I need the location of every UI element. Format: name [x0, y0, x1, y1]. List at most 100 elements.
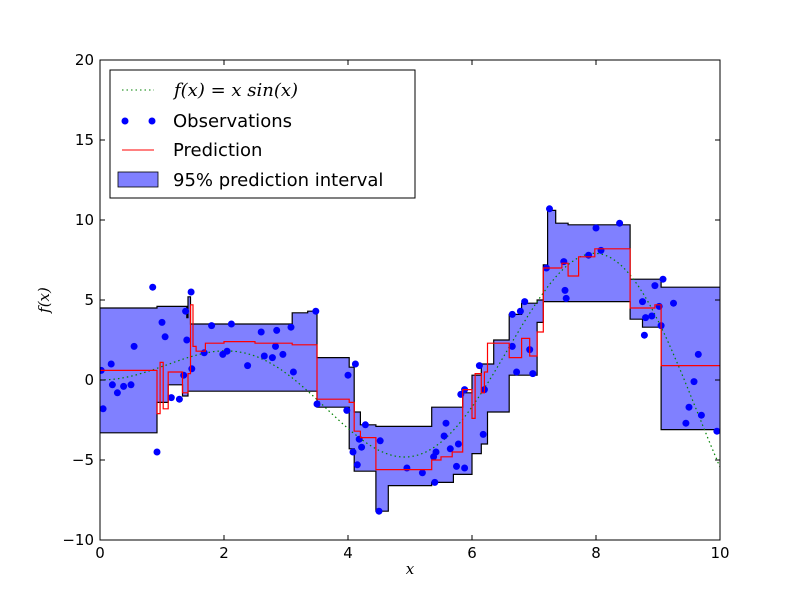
legend-interval-label: 95% prediction interval: [173, 170, 383, 191]
observation-point: [175, 395, 183, 403]
observation-point: [208, 322, 216, 330]
observation-point: [361, 421, 369, 429]
legend-prediction-label: Prediction: [173, 140, 262, 161]
observation-point: [376, 437, 384, 445]
observation-point: [312, 307, 320, 315]
legend-observations-marker-right: [148, 117, 156, 125]
observation-point: [694, 350, 702, 358]
y-tick-label: 0: [84, 371, 94, 389]
observation-point: [432, 448, 440, 456]
prediction-interval-band: [100, 210, 720, 512]
observation-point: [244, 362, 252, 370]
observation-point: [479, 430, 487, 438]
observation-point: [100, 405, 107, 413]
y-tick-label: −5: [72, 451, 94, 469]
observation-point: [639, 298, 646, 306]
legend-interval-swatch: [117, 171, 159, 188]
observation-point: [442, 419, 450, 427]
observation-point: [682, 419, 690, 427]
observation-point: [113, 389, 121, 397]
observation-point: [180, 371, 188, 379]
observation-point: [355, 435, 363, 443]
legend-box: [109, 69, 416, 199]
observation-point: [153, 448, 161, 456]
observation-point: [562, 294, 570, 302]
observation-point: [659, 275, 667, 283]
observation-point: [107, 360, 115, 368]
observation-point: [670, 299, 677, 307]
observation-point: [640, 331, 648, 339]
plot-area: [100, 205, 720, 515]
observation-point: [713, 427, 720, 435]
observation-point: [257, 328, 265, 336]
y-tick-label: −10: [62, 531, 94, 549]
observation-point: [200, 349, 208, 357]
observation-point: [561, 286, 569, 294]
x-tick-label: 8: [591, 544, 601, 562]
observation-point: [403, 464, 411, 472]
observation-point: [349, 448, 357, 456]
observation-point: [287, 323, 295, 331]
observation-point: [597, 246, 605, 254]
observation-point: [418, 469, 426, 477]
observation-point: [521, 298, 529, 306]
observation-point: [546, 205, 553, 213]
observation-point: [273, 326, 281, 334]
observation-point: [475, 362, 483, 370]
observation-point: [272, 342, 279, 350]
observation-point: [187, 288, 195, 296]
x-tick-label: 4: [343, 544, 353, 562]
observation-point: [592, 224, 600, 232]
observation-point: [529, 370, 537, 378]
observation-point: [461, 464, 469, 472]
observation-point: [120, 382, 128, 390]
observation-point: [513, 368, 521, 376]
observation-point: [375, 507, 383, 515]
legend-true-function-label: f(x) = x sin(x): [172, 80, 298, 101]
legend: f(x) = x sin(x) Observations Prediction …: [109, 69, 416, 199]
observation-point: [446, 445, 454, 453]
observation-point: [344, 371, 352, 379]
legend-observations-marker-left: [121, 117, 129, 125]
observation-point: [642, 314, 650, 322]
observation-point: [351, 360, 359, 368]
observation-point: [453, 462, 460, 470]
x-tick-label: 2: [219, 544, 229, 562]
observation-point: [440, 432, 448, 440]
x-tick-label: 10: [710, 544, 729, 562]
x-tick-label: 6: [467, 544, 477, 562]
observation-point: [268, 354, 276, 362]
observation-point: [289, 368, 297, 376]
observation-point: [182, 307, 190, 315]
observation-point: [431, 478, 439, 486]
observation-point: [651, 282, 659, 290]
axes: 0 2 4 6 8 10 −10 −5 0 5 10 15 20: [62, 51, 729, 562]
observation-point: [516, 307, 524, 315]
y-tick-label: 5: [84, 291, 94, 309]
observation-point: [685, 403, 693, 411]
observation-point: [353, 461, 361, 469]
observation-point: [260, 352, 268, 360]
observation-point: [585, 251, 593, 259]
observation-point: [127, 381, 135, 389]
y-tick-label: 20: [75, 51, 94, 69]
observation-point: [183, 336, 191, 344]
observation-point: [279, 350, 287, 358]
observation-point: [130, 342, 138, 350]
observation-point: [223, 347, 231, 355]
observation-point: [343, 406, 351, 414]
observation-point: [149, 283, 157, 291]
prediction-line: [100, 248, 720, 471]
observation-point: [167, 394, 175, 402]
observation-point: [508, 310, 516, 318]
observation-point: [690, 378, 698, 386]
observation-point: [508, 342, 516, 350]
interval-lower-edge: [100, 301, 720, 512]
legend-observations-label: Observations: [173, 111, 292, 132]
y-axis-label: f(x): [35, 287, 53, 314]
observation-point: [108, 381, 116, 389]
x-tick-label: 0: [95, 544, 105, 562]
observation-point: [358, 443, 366, 451]
observation-point: [454, 440, 462, 448]
